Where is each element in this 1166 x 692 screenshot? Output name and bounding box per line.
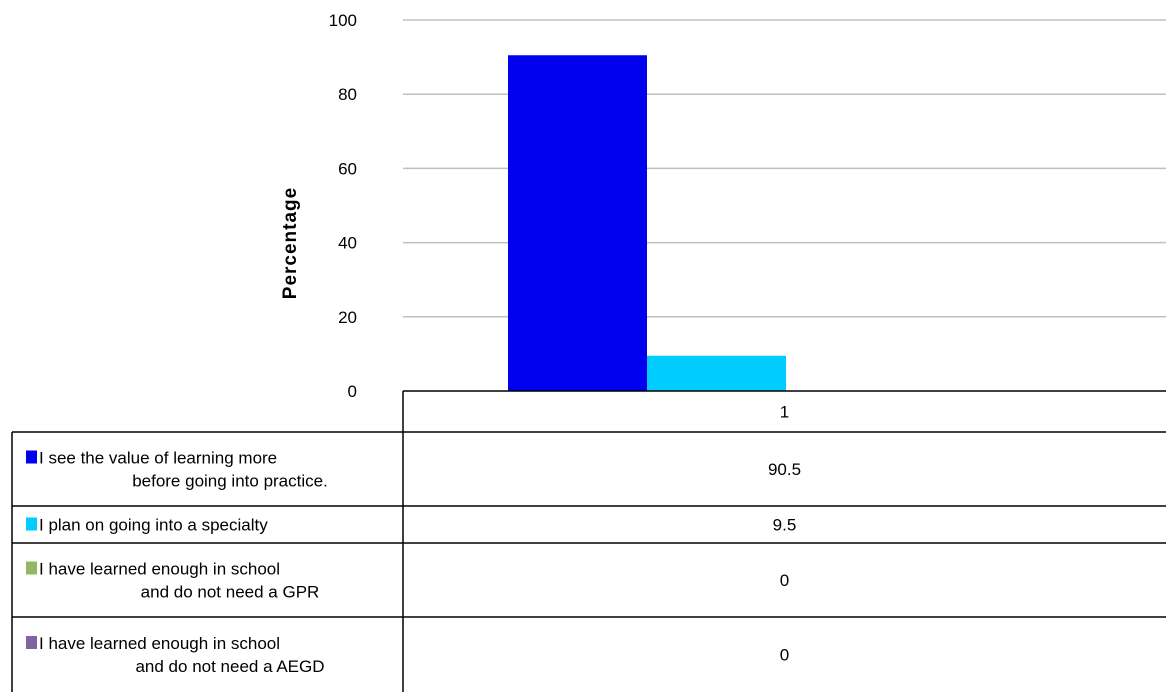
legend-swatch [26,636,37,649]
y-tick-label: 0 [348,382,357,401]
y-axis-label: Percentage [280,187,301,299]
y-tick-label: 20 [338,308,357,327]
category-label: 1 [780,403,789,422]
legend-entry: I see the value of learning more [39,449,277,468]
data-label: 9.5 [773,516,797,535]
y-tick-label: 100 [329,11,357,30]
legend-swatch [26,561,37,575]
legend-entry: and do not need a GPR [141,583,320,602]
legend-entry: I have learned enough in school [39,634,280,653]
bar [508,55,647,392]
legend-swatch [26,450,37,464]
y-axis-ticks: 0 20 40 60 80 100 [329,11,357,401]
data-table: 1 I see the value of learning more before … [11,390,1166,692]
y-tick-label: 40 [338,234,357,253]
data-label: 0 [780,571,789,590]
data-label: 90.5 [768,460,801,479]
legend-entry: and do not need a AEGD [135,657,324,676]
data-label: 0 [780,646,789,665]
legend-entry: before going into practice. [132,472,328,491]
legend-entry: I plan on going into a specialty [39,516,268,535]
bar [647,355,786,391]
legend-entry: I have learned enough in school [39,560,280,579]
bars [508,55,786,392]
y-tick-label: 60 [338,159,357,178]
legend-swatch [26,517,37,531]
y-tick-label: 80 [338,85,357,104]
